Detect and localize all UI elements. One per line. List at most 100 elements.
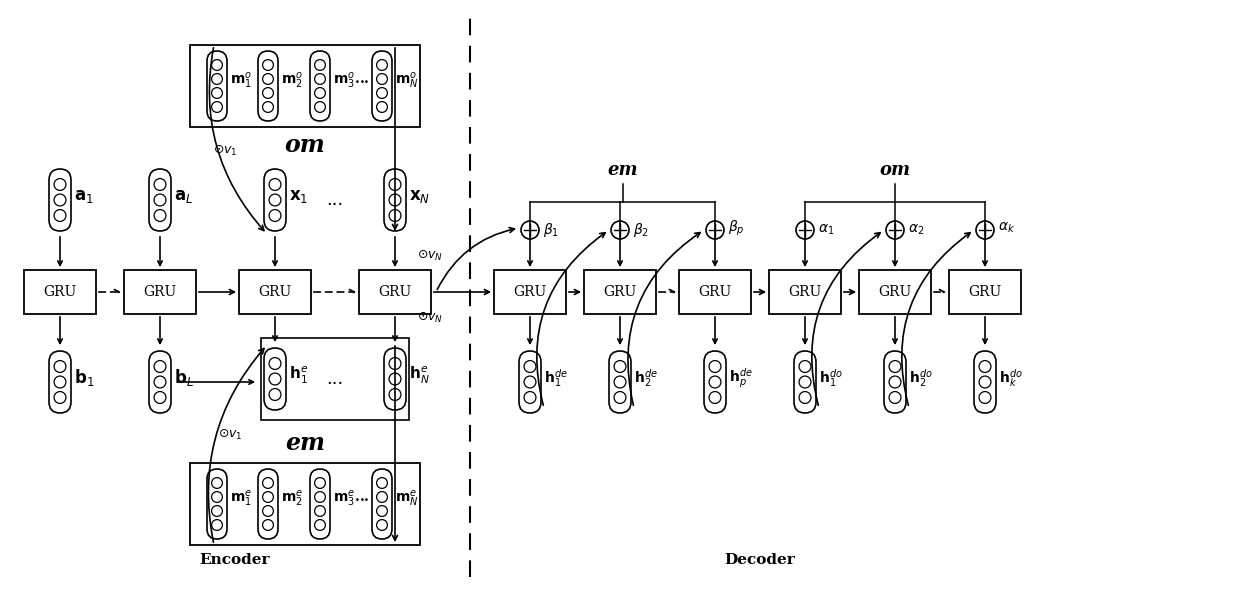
Text: $\mathbf{m}_2^o$: $\mathbf{m}_2^o$ — [281, 71, 303, 91]
Text: $\mathbf{m}_N^o$: $\mathbf{m}_N^o$ — [396, 71, 419, 91]
Circle shape — [389, 194, 401, 206]
Text: $\mathbf{m}_2^e$: $\mathbf{m}_2^e$ — [281, 489, 303, 509]
Circle shape — [709, 361, 720, 372]
Circle shape — [154, 210, 166, 221]
Circle shape — [521, 221, 539, 239]
Circle shape — [212, 491, 222, 503]
Circle shape — [525, 391, 536, 403]
FancyBboxPatch shape — [190, 45, 420, 127]
FancyBboxPatch shape — [584, 270, 656, 314]
Text: Encoder: Encoder — [200, 553, 270, 567]
Circle shape — [269, 194, 281, 206]
Circle shape — [799, 361, 811, 372]
FancyBboxPatch shape — [264, 169, 286, 231]
FancyBboxPatch shape — [384, 348, 405, 410]
FancyBboxPatch shape — [149, 169, 171, 231]
FancyBboxPatch shape — [258, 51, 278, 121]
FancyBboxPatch shape — [258, 469, 278, 539]
Circle shape — [315, 506, 325, 516]
Circle shape — [263, 478, 273, 488]
Text: $\mathbf{h}_p^{de}$: $\mathbf{h}_p^{de}$ — [729, 366, 753, 390]
Circle shape — [263, 102, 273, 112]
Circle shape — [709, 391, 720, 403]
Text: $\mathbf{a}_L$: $\mathbf{a}_L$ — [174, 188, 193, 204]
Circle shape — [377, 102, 387, 112]
Circle shape — [315, 60, 325, 70]
Circle shape — [315, 88, 325, 98]
Text: $\odot v_1$: $\odot v_1$ — [213, 144, 237, 158]
Circle shape — [55, 391, 66, 403]
Circle shape — [980, 391, 991, 403]
FancyBboxPatch shape — [50, 169, 71, 231]
Text: $\mathbf{m}_1^o$: $\mathbf{m}_1^o$ — [229, 71, 252, 91]
FancyBboxPatch shape — [190, 463, 420, 545]
Circle shape — [55, 179, 66, 191]
Text: $\mathbf{h}_2^{do}$: $\mathbf{h}_2^{do}$ — [909, 367, 932, 389]
Circle shape — [980, 361, 991, 372]
Circle shape — [269, 210, 281, 221]
Circle shape — [799, 391, 811, 403]
FancyBboxPatch shape — [264, 348, 286, 410]
FancyBboxPatch shape — [680, 270, 751, 314]
Circle shape — [377, 60, 387, 70]
FancyBboxPatch shape — [384, 169, 405, 231]
Circle shape — [389, 388, 401, 400]
FancyBboxPatch shape — [260, 338, 409, 420]
FancyBboxPatch shape — [207, 469, 227, 539]
Text: $\mathbf{h}_1^{de}$: $\mathbf{h}_1^{de}$ — [544, 367, 568, 389]
FancyBboxPatch shape — [360, 270, 432, 314]
FancyBboxPatch shape — [149, 351, 171, 413]
Text: em: em — [608, 161, 637, 179]
Circle shape — [212, 506, 222, 516]
FancyBboxPatch shape — [859, 270, 931, 314]
Circle shape — [212, 478, 222, 488]
Text: ...: ... — [326, 191, 343, 209]
Circle shape — [389, 358, 401, 369]
Circle shape — [377, 491, 387, 503]
FancyBboxPatch shape — [609, 351, 631, 413]
Circle shape — [889, 391, 901, 403]
Circle shape — [55, 361, 66, 372]
Text: $\alpha_2$: $\alpha_2$ — [908, 223, 924, 237]
Text: $\mathbf{b}_1$: $\mathbf{b}_1$ — [74, 368, 94, 388]
Text: $\mathbf{m}_3^o$...: $\mathbf{m}_3^o$... — [334, 71, 370, 91]
Text: GRU: GRU — [144, 285, 176, 299]
FancyBboxPatch shape — [372, 469, 392, 539]
Circle shape — [212, 520, 222, 530]
Circle shape — [263, 491, 273, 503]
Circle shape — [377, 520, 387, 530]
Circle shape — [796, 221, 813, 239]
Circle shape — [706, 221, 724, 239]
Circle shape — [614, 376, 626, 388]
Circle shape — [55, 210, 66, 221]
FancyBboxPatch shape — [520, 351, 541, 413]
Circle shape — [263, 88, 273, 98]
FancyBboxPatch shape — [494, 270, 565, 314]
Circle shape — [263, 73, 273, 85]
Text: $\mathbf{h}_1^{do}$: $\mathbf{h}_1^{do}$ — [818, 367, 843, 389]
Text: $\odot v_N$: $\odot v_N$ — [417, 311, 443, 325]
Text: $\alpha_1$: $\alpha_1$ — [818, 223, 835, 237]
Circle shape — [377, 478, 387, 488]
FancyBboxPatch shape — [124, 270, 196, 314]
Text: $\mathbf{x}_N$: $\mathbf{x}_N$ — [409, 188, 430, 204]
Text: GRU: GRU — [258, 285, 291, 299]
Circle shape — [212, 102, 222, 112]
Text: Decoder: Decoder — [724, 553, 795, 567]
Circle shape — [315, 73, 325, 85]
Text: GRU: GRU — [878, 285, 911, 299]
Text: $\beta_p$: $\beta_p$ — [728, 218, 745, 237]
Circle shape — [887, 221, 904, 239]
Circle shape — [269, 388, 281, 400]
Circle shape — [611, 221, 629, 239]
Text: $\mathbf{b}_L$: $\mathbf{b}_L$ — [174, 368, 193, 388]
FancyBboxPatch shape — [794, 351, 816, 413]
Circle shape — [377, 73, 387, 85]
Text: GRU: GRU — [968, 285, 1002, 299]
Text: $\mathbf{h}_1^e$: $\mathbf{h}_1^e$ — [289, 365, 308, 385]
FancyBboxPatch shape — [207, 51, 227, 121]
FancyBboxPatch shape — [239, 270, 311, 314]
Circle shape — [154, 391, 166, 403]
Circle shape — [315, 520, 325, 530]
Text: GRU: GRU — [698, 285, 732, 299]
